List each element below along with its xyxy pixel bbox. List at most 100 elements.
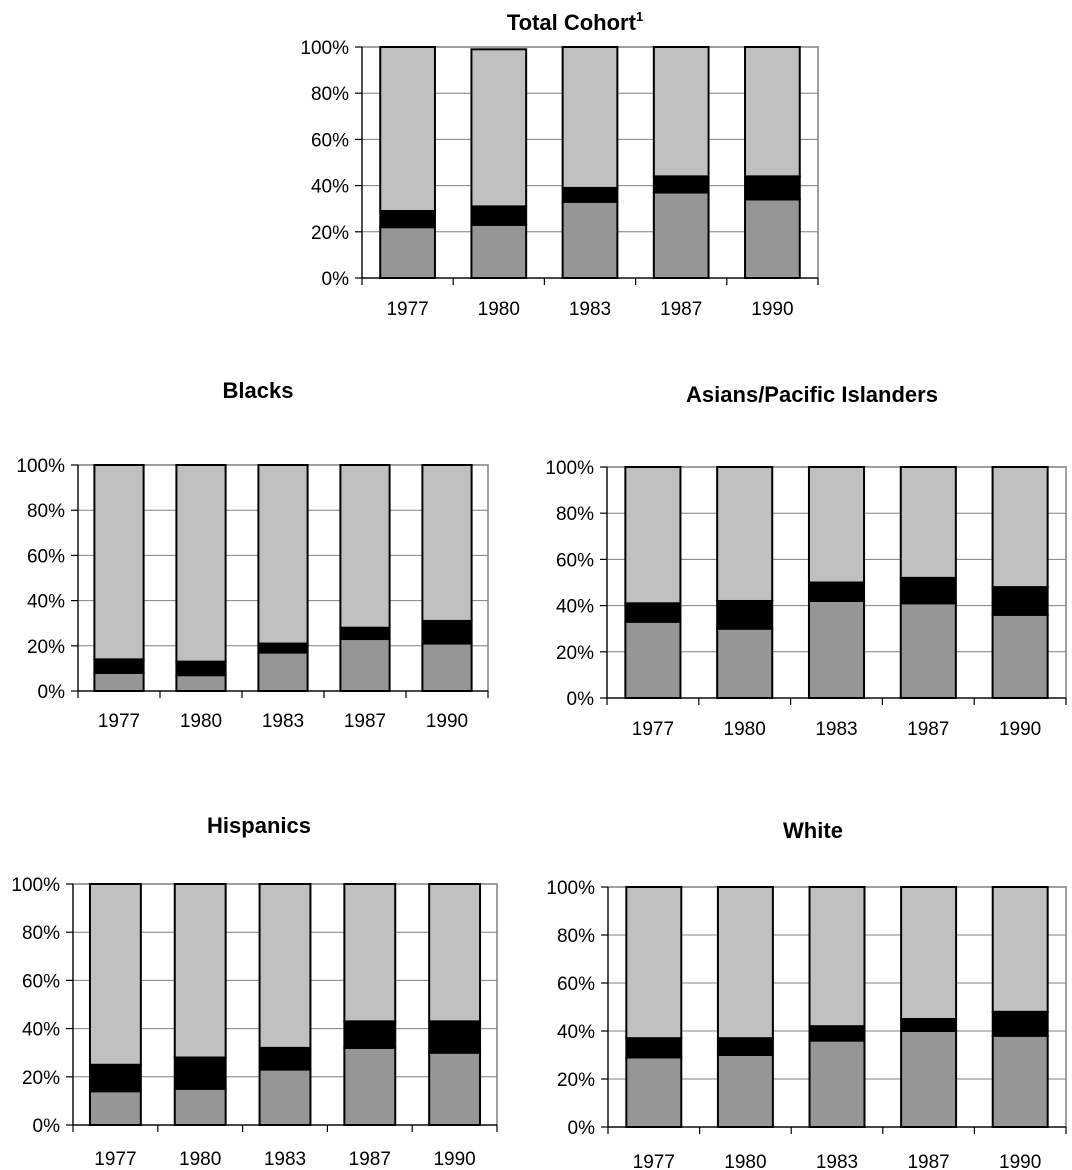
x-tick-label: 1983	[262, 711, 304, 732]
y-tick-label: 100%	[300, 38, 349, 59]
y-tick-label: 0%	[568, 1118, 596, 1139]
bar-white-1980-middle-segment	[716, 1037, 774, 1056]
chart-blacks: Blacks 0% 20% 40% 60% 80% 100% 1977 1980 1983 1987…	[16, 378, 489, 732]
bar-white-1983-middle-segment	[808, 1025, 866, 1042]
bar-total-cohort-1990-bottom-segment	[744, 198, 801, 280]
x-tick-label: 1980	[724, 719, 766, 740]
bar-total-cohort-1977-bottom-segment	[379, 226, 436, 279]
bar-white-1983-top-segment	[808, 886, 866, 1028]
bar-white-1980-bottom-segment	[716, 1054, 774, 1128]
y-tick-label: 60%	[311, 130, 349, 151]
bar-hispanics-1977-top-segment	[88, 883, 142, 1066]
y-tick-label: 40%	[311, 177, 349, 198]
y-tick-label: 40%	[556, 597, 594, 618]
y-tick-label: 60%	[27, 546, 65, 567]
bar-blacks-1990-top-segment	[421, 464, 473, 622]
bar-hispanics-1990-middle-segment	[428, 1020, 482, 1054]
chart-asians-pacific-islanders: Asians/Pacific Islanders 0% 20% 40% 60% 80% 10…	[545, 382, 1067, 740]
bar-hispanics-1983-top-segment	[258, 883, 312, 1049]
x-tick-label: 1980	[179, 1149, 221, 1170]
y-tick-label: 40%	[557, 1022, 595, 1043]
x-tick-label: 1987	[907, 719, 949, 740]
x-tick-label: 1983	[815, 719, 857, 740]
bar-total-cohort-1990-top-segment	[744, 46, 801, 178]
bar-blacks-1990-middle-segment	[421, 619, 473, 645]
x-tick-label: 1977	[94, 1149, 136, 1170]
bar-hispanics-1987-middle-segment	[343, 1020, 397, 1049]
bar-white-1987-top-segment	[900, 886, 958, 1020]
y-tick-label: 60%	[557, 974, 595, 995]
y-tick-label: 20%	[22, 1068, 60, 1089]
y-tick-label: 100%	[545, 458, 594, 479]
bar-asians-pacific-islanders-1990-top-segment	[991, 466, 1049, 589]
bar-total-cohort-1980-top-segment	[470, 48, 528, 208]
bar-blacks-1980-bottom-segment	[175, 674, 227, 692]
bar-hispanics-1977-middle-segment	[88, 1063, 142, 1093]
bar-asians-pacific-islanders-1990-bottom-segment	[991, 613, 1049, 700]
y-tick-label: 100%	[11, 875, 60, 896]
bar-asians-pacific-islanders-1980-top-segment	[716, 466, 774, 602]
bar-asians-pacific-islanders-1987-top-segment	[899, 466, 957, 579]
bar-hispanics-1980-top-segment	[173, 883, 227, 1059]
bar-asians-pacific-islanders-1980-middle-segment	[716, 599, 774, 630]
bar-asians-pacific-islanders-1977-bottom-segment	[624, 620, 682, 700]
bar-white-1977-bottom-segment	[625, 1056, 683, 1129]
x-tick-label: 1987	[660, 299, 702, 320]
bar-asians-pacific-islanders-1977-top-segment	[624, 466, 682, 605]
x-tick-label: 1987	[344, 711, 386, 732]
bar-hispanics-1990-top-segment	[428, 883, 482, 1023]
bar-hispanics-1987-bottom-segment	[343, 1046, 397, 1127]
bar-total-cohort-1987-top-segment	[652, 46, 710, 178]
bar-asians-pacific-islanders-1983-middle-segment	[807, 581, 866, 602]
bar-blacks-1987-middle-segment	[339, 626, 391, 641]
chart-title: White	[783, 818, 843, 843]
bar-total-cohort-1977-top-segment	[379, 46, 436, 213]
bar-total-cohort-1983-middle-segment	[561, 186, 619, 203]
bar-blacks-1990-bottom-segment	[421, 642, 473, 692]
x-tick-label: 1990	[999, 719, 1041, 740]
bar-white-1980-top-segment	[716, 886, 774, 1040]
bar-asians-pacific-islanders-1980-bottom-segment	[716, 627, 774, 700]
x-tick-label: 1990	[999, 1152, 1041, 1170]
title-superscript: 1	[636, 9, 643, 24]
y-tick-label: 100%	[16, 456, 65, 477]
bar-blacks-1977-middle-segment	[93, 658, 145, 674]
bar-total-cohort-1980-bottom-segment	[470, 223, 528, 279]
bar-blacks-1980-top-segment	[175, 464, 227, 663]
y-tick-label: 20%	[557, 1070, 595, 1091]
bar-blacks-1977-top-segment	[93, 464, 145, 661]
bar-blacks-1983-bottom-segment	[257, 651, 309, 693]
bar-hispanics-1980-bottom-segment	[173, 1087, 227, 1126]
bar-white-1990-middle-segment	[991, 1010, 1049, 1037]
bar-white-1977-top-segment	[625, 886, 683, 1040]
bar-hispanics-1977-bottom-segment	[88, 1090, 142, 1127]
y-tick-label: 80%	[557, 926, 595, 947]
bar-total-cohort-1977-middle-segment	[379, 210, 436, 229]
bar-white-1990-bottom-segment	[991, 1034, 1049, 1129]
bar-asians-pacific-islanders-1987-middle-segment	[899, 576, 957, 605]
y-tick-label: 60%	[22, 971, 60, 992]
x-tick-label: 1990	[433, 1149, 475, 1170]
x-tick-label: 1977	[98, 711, 140, 732]
y-tick-label: 0%	[567, 689, 595, 710]
bar-asians-pacific-islanders-1983-bottom-segment	[807, 599, 866, 699]
y-tick-label: 40%	[27, 592, 65, 613]
y-tick-label: 40%	[22, 1020, 60, 1041]
bar-asians-pacific-islanders-1977-middle-segment	[624, 602, 682, 623]
x-tick-label: 1983	[569, 299, 611, 320]
y-tick-label: 0%	[33, 1116, 61, 1137]
bar-asians-pacific-islanders-1987-bottom-segment	[899, 602, 957, 699]
y-tick-label: 20%	[311, 223, 349, 244]
x-tick-label: 1987	[907, 1152, 949, 1170]
bar-blacks-1983-top-segment	[257, 464, 309, 645]
bar-white-1987-bottom-segment	[900, 1030, 958, 1128]
bar-white-1987-middle-segment	[900, 1018, 958, 1032]
bar-blacks-1987-bottom-segment	[339, 638, 391, 693]
y-tick-label: 0%	[38, 682, 66, 703]
chart-title: Asians/Pacific Islanders	[686, 382, 938, 407]
bar-blacks-1977-bottom-segment	[93, 671, 145, 692]
bar-hispanics-1987-top-segment	[343, 883, 397, 1023]
y-tick-label: 80%	[311, 84, 349, 105]
bar-hispanics-1990-bottom-segment	[428, 1051, 482, 1126]
